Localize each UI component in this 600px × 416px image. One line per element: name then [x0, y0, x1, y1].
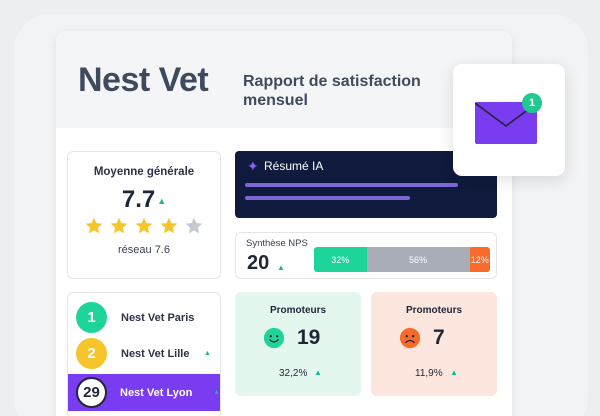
average-title: Moyenne générale: [93, 166, 195, 178]
list-item-paris[interactable]: 1 Nest Vet Paris: [68, 299, 220, 336]
rating-stars: [68, 216, 220, 236]
location-name: Nest Vet Lyon: [120, 386, 193, 399]
nps-distribution-bar: 32% 56% 12%: [314, 247, 490, 272]
promoters-card-red: Promoteurs 7 11,9% ▲: [371, 292, 497, 396]
report-subtitle-line2: mensuel: [243, 92, 308, 109]
average-score-card: Moyenne générale 7.7 ▲ réseau 7.6: [67, 151, 221, 279]
triangle-up-icon: ▲: [157, 196, 167, 206]
star-icon: [110, 217, 128, 234]
brand-title: Nest Vet: [78, 61, 209, 99]
nps-label: Synthèse NPS: [246, 238, 308, 249]
average-value: 7.7: [121, 186, 156, 213]
star-icon: [160, 217, 178, 234]
summary-placeholder-line: [245, 183, 458, 187]
network-average: réseau 7.6: [118, 244, 170, 256]
rank-badge: 1: [76, 302, 107, 333]
promoters-value: 19: [297, 326, 321, 349]
mail-notification-card[interactable]: 1: [453, 64, 565, 176]
nps-passives-segment: 56%: [366, 247, 470, 272]
star-icon: [135, 217, 153, 234]
ai-summary-title: Résumé IA: [264, 159, 324, 173]
report-panel: Nest Vet Rapport de satisfaction mensuel…: [56, 31, 512, 416]
list-item-lille[interactable]: 2 Nest Vet Lille ▲: [68, 335, 220, 372]
sad-face-icon: [399, 327, 421, 349]
star-empty-icon: [185, 217, 203, 234]
promoters-card-green: Promoteurs 19 32,2% ▲: [235, 292, 361, 396]
average-value-row: 7.7 ▲: [68, 186, 220, 214]
location-name: Nest Vet Lille: [121, 347, 190, 360]
summary-placeholder-line: [245, 196, 410, 200]
rank-badge: 29: [76, 377, 107, 408]
promoters-percentage: 32,2%: [279, 368, 308, 379]
happy-face-icon: [263, 327, 285, 349]
triangle-up-icon: ▲: [314, 368, 322, 377]
report-header: Nest Vet Rapport de satisfaction mensuel: [56, 31, 512, 128]
triangle-up-icon: ▲: [213, 389, 220, 396]
nps-summary-card: Synthèse NPS 20 ▲ 32% 56% 12%: [235, 232, 497, 279]
triangle-up-icon: ▲: [450, 368, 458, 377]
sparkle-icon: ✦: [247, 158, 259, 174]
nps-promoters-segment: 32%: [314, 247, 367, 272]
star-icon: [85, 217, 103, 234]
nps-value: 20: [247, 252, 270, 274]
triangle-up-icon: ▲: [277, 263, 285, 272]
report-subtitle: Rapport de satisfaction mensuel: [243, 72, 421, 110]
rank-badge: 2: [76, 338, 107, 369]
list-item-lyon[interactable]: 29 Nest Vet Lyon ▲: [68, 374, 220, 411]
promoters-title: Promoteurs: [269, 305, 327, 316]
nps-detractors-segment: 12%: [469, 247, 490, 272]
report-subtitle-line1: Rapport de satisfaction: [243, 73, 421, 90]
location-name: Nest Vet Paris: [121, 311, 195, 324]
notification-badge: 1: [522, 93, 542, 113]
promoters-title: Promoteurs: [405, 305, 463, 316]
location-ranking-card: 1 Nest Vet Paris 2 Nest Vet Lille ▲ 29 N…: [67, 292, 221, 416]
triangle-up-icon: ▲: [204, 350, 211, 357]
promoters-percentage: 11,9%: [415, 368, 443, 379]
promoters-value: 7: [433, 326, 445, 349]
